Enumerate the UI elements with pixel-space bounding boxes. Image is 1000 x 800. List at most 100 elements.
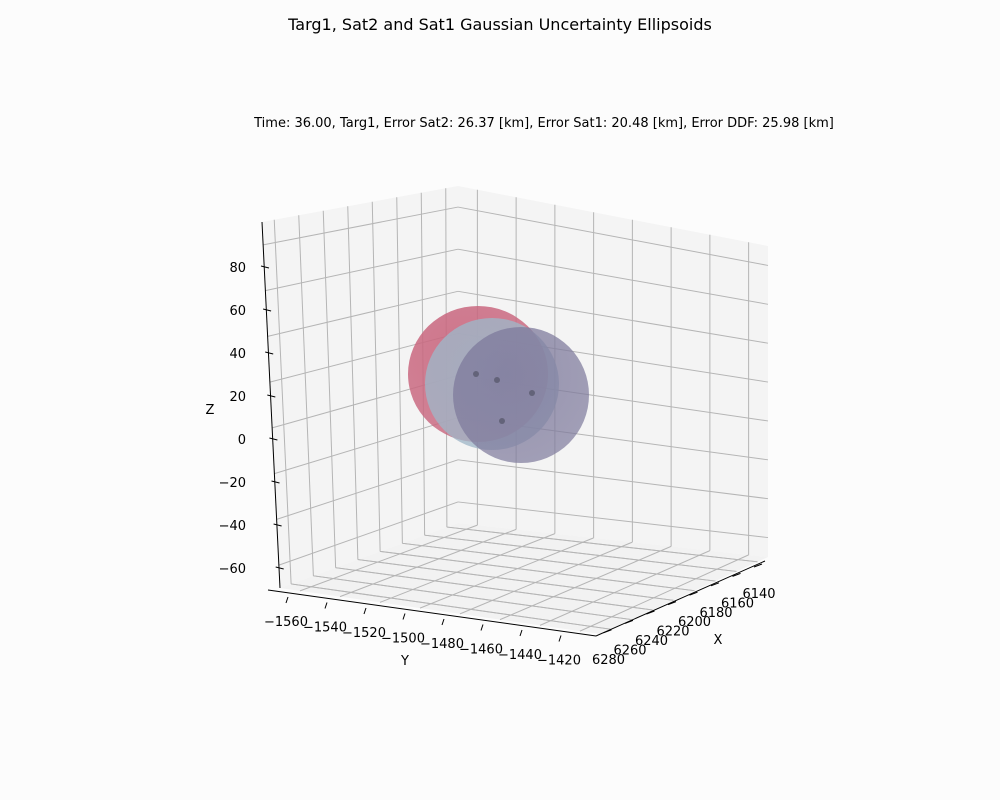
grid-line-z-back <box>457 290 769 344</box>
y-tick-label: −1440 <box>498 648 542 663</box>
grid-line-y-wall <box>298 215 314 576</box>
grid-line-y-wall <box>347 206 359 560</box>
left-wall-pane <box>262 186 458 588</box>
grid-line-y-floor <box>299 524 478 592</box>
grid-line-y-floor <box>539 550 711 626</box>
grid-line-floor-cross <box>380 550 695 592</box>
y-tick-mark <box>441 618 445 626</box>
z-tick-label: 60 <box>229 304 246 319</box>
x-tick-mark <box>710 582 720 587</box>
x-tick-label: 6160 <box>721 596 754 611</box>
y-tick-mark <box>363 607 367 615</box>
z-tick-mark <box>273 523 282 527</box>
grid-line-y-floor <box>459 541 633 615</box>
grid-line-z-left <box>278 501 459 566</box>
grid-line-y-floor <box>579 554 749 632</box>
x-tick-label: 6180 <box>699 606 732 621</box>
grid-line-y-wall <box>273 219 292 584</box>
ellipsoid-3 <box>453 327 589 463</box>
z-tick-label: −60 <box>219 562 246 577</box>
y-tick-label: −1520 <box>342 626 386 641</box>
z-tick-label: 40 <box>229 347 246 362</box>
y-tick-label: −1420 <box>537 654 581 669</box>
y-tick-label: −1500 <box>381 632 425 647</box>
grid-line-floor-cross <box>357 559 674 601</box>
grid-line-y-floor <box>419 537 594 609</box>
y-tick-label: −1460 <box>459 643 503 658</box>
y-tick-mark <box>558 635 562 642</box>
grid-line-z-left <box>265 248 459 292</box>
grid-line-z-back <box>457 501 769 539</box>
center-marker <box>473 371 479 377</box>
grid-line-z-back <box>457 459 769 500</box>
grid-line-floor-cross <box>402 542 716 582</box>
grid-line-floor-cross <box>446 526 758 563</box>
grid-line-z-left <box>276 459 459 520</box>
x-tick-mark <box>624 619 634 624</box>
z-tick-mark <box>265 351 274 355</box>
z-tick-mark <box>262 308 272 312</box>
tick-labels: 806040200−20−40−60−1560−1540−1520−1500−1… <box>219 261 776 669</box>
z-tick-label: 0 <box>238 433 246 448</box>
x-tick-mark <box>646 610 655 615</box>
x-axis-line <box>595 560 766 637</box>
chart-title: Targ1, Sat2 and Sat1 Gaussian Uncertaint… <box>287 15 712 34</box>
grid-line-floor-cross <box>291 583 611 630</box>
chart-subtitle: Time: 36.00, Targ1, Error Sat2: 26.37 [k… <box>253 116 834 131</box>
grid-line-y-floor <box>339 528 517 598</box>
ellipsoids-group <box>408 306 589 463</box>
grid-line-floor-cross <box>424 534 737 572</box>
x-tick-mark <box>732 572 741 577</box>
x-tick-label: 6240 <box>635 634 668 649</box>
y-tick-mark <box>324 602 328 609</box>
x-tick-label: 6280 <box>592 653 625 668</box>
z-axis-line <box>261 221 281 589</box>
z-tick-label: −20 <box>219 476 246 491</box>
axis-lines <box>261 221 766 637</box>
grid-line-y-wall <box>396 197 403 544</box>
y-axis-label: Y <box>400 654 409 669</box>
center-marker <box>494 377 500 383</box>
z-tick-mark <box>260 265 270 269</box>
grid-line-floor-cross <box>313 575 632 621</box>
grid-line-y-floor <box>379 533 556 603</box>
x-tick-label: 6200 <box>678 615 711 630</box>
z-tick-label: 20 <box>229 390 246 405</box>
x-tick-mark <box>689 591 698 596</box>
x-tick-mark <box>753 563 763 568</box>
z-tick-mark <box>271 480 280 484</box>
floor-pane <box>280 523 768 634</box>
y-axis-line <box>267 589 597 637</box>
grid-line-z-back <box>457 206 769 266</box>
x-tick-label: 6260 <box>613 643 646 658</box>
x-axis-label: X <box>714 633 723 648</box>
grid-line-y-floor <box>499 545 672 621</box>
center-marker <box>529 390 535 396</box>
y-tick-label: −1480 <box>420 637 464 652</box>
grid-line-z-left <box>267 290 459 337</box>
y-tick-label: −1540 <box>303 621 347 636</box>
y-tick-mark <box>285 596 289 604</box>
x-tick-label: 6220 <box>656 625 689 640</box>
x-tick-label: 6140 <box>742 587 775 602</box>
y-tick-mark <box>402 613 406 620</box>
x-tick-mark <box>667 601 677 606</box>
axes-panes <box>262 186 768 634</box>
center-marker <box>499 418 505 424</box>
y-tick-mark <box>519 629 523 637</box>
z-tick-mark <box>267 394 276 398</box>
z-tick-label: −40 <box>219 519 246 534</box>
z-axis-label: Z <box>206 403 215 418</box>
z-tick-label: 80 <box>229 261 246 276</box>
grid-line-z-left <box>274 417 459 475</box>
back-wall-pane <box>458 186 768 557</box>
grid-line-z-left <box>263 206 459 246</box>
grid-line-y-wall <box>371 201 381 552</box>
center-markers <box>473 371 535 424</box>
z-tick-mark <box>269 437 278 441</box>
y-tick-label: −1560 <box>264 615 308 630</box>
z-tick-mark <box>275 566 284 570</box>
grid-line-floor-cross <box>335 567 653 611</box>
y-tick-mark <box>480 624 484 631</box>
